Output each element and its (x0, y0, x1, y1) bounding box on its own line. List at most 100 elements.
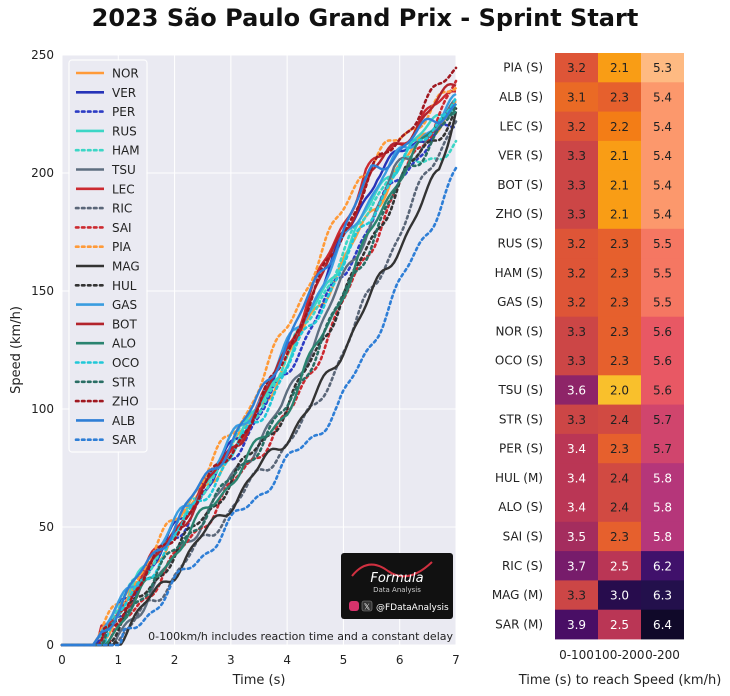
heatmap-cell-value: 3.4 (567, 442, 586, 456)
heatmap-cell-value: 3.3 (567, 178, 586, 192)
heatmap-cell (598, 287, 641, 318)
heatmap-cell (555, 199, 598, 230)
heatmap-cell (598, 346, 641, 376)
heatmap-cell (641, 111, 684, 142)
heatmap-cell (641, 228, 684, 259)
legend-entry: HUL (112, 279, 137, 293)
heatmap-row-label: OCO (S) (495, 354, 543, 368)
heatmap-cell-value: 5.7 (653, 442, 672, 456)
heatmap-cell-value: 5.8 (653, 501, 672, 515)
heatmap-cell (598, 53, 641, 83)
heatmap-cell (555, 287, 598, 318)
heatmap-cell-value: 5.6 (653, 354, 672, 368)
y-axis-label: Speed (km/h) (9, 306, 24, 394)
legend-entry: VER (112, 86, 136, 100)
heatmap-cell-value: 5.5 (653, 237, 672, 251)
heatmap-row-label: VER (S) (498, 149, 543, 163)
heatmap-cell-value: 5.6 (653, 383, 672, 397)
legend-entry: ALB (112, 414, 135, 428)
heatmap-cell-value: 2.1 (610, 149, 629, 163)
series-line-oco (60, 95, 458, 647)
heatmap-row-label: PER (S) (499, 442, 543, 456)
heatmap-cell-value: 3.3 (567, 208, 586, 222)
heatmap-cell-value: 5.4 (653, 90, 672, 104)
heatmap-cell-value: 5.8 (653, 471, 672, 485)
legend-entry: STR (112, 375, 135, 389)
legend-entry: BOT (112, 317, 137, 331)
heatmap-row-label: BOT (S) (497, 178, 543, 192)
legend-entry: SAR (112, 433, 136, 447)
legend-entry: OCO (112, 356, 139, 370)
x-tick-label: 2 (171, 653, 179, 667)
heatmap-cell-value: 3.3 (567, 413, 586, 427)
heatmap-cell (555, 316, 598, 347)
legend-entry: HAM (112, 144, 140, 158)
heatmap-cell-value: 3.2 (567, 120, 586, 134)
heatmap-cell (555, 346, 598, 376)
heatmap-cell-value: 5.4 (653, 208, 672, 222)
series-line-alb (62, 102, 457, 647)
heatmap-row-label: MAG (M) (492, 588, 543, 602)
heatmap-cell-value: 3.6 (567, 383, 586, 397)
heatmap-cell (598, 433, 641, 464)
heatmap-cell-value: 6.3 (653, 589, 672, 603)
legend-entry: ZHO (112, 395, 139, 409)
heatmap-cell (641, 463, 684, 493)
heatmap-cell (555, 82, 598, 112)
heatmap-cell (598, 551, 641, 581)
heatmap-cell-value: 3.1 (567, 90, 586, 104)
heatmap-row-label: ALO (S) (498, 500, 543, 514)
heatmap-cell (598, 463, 641, 493)
heatmap-cell-value: 2.3 (610, 325, 629, 339)
heatmap-cell-value: 2.3 (610, 296, 629, 310)
legend-entry: LEC (112, 182, 135, 196)
heatmap-cell-value: 2.0 (610, 383, 629, 397)
heatmap-cell (555, 551, 598, 581)
heatmap-cell (598, 609, 641, 640)
x-tick-label: 4 (283, 653, 291, 667)
y-tick-label: 250 (31, 48, 54, 62)
heatmap-row-label: NOR (S) (495, 324, 543, 338)
series-line-str (60, 104, 458, 647)
logo-handle: @FDataAnalysis (376, 603, 449, 613)
chart-title: 2023 São Paulo Grand Prix - Sprint Start (91, 4, 639, 32)
heatmap-column-label: 100-200 (594, 648, 644, 662)
y-tick-label: 0 (46, 638, 54, 652)
heatmap-cell (641, 375, 684, 405)
legend-entry: TSU (111, 163, 136, 177)
heatmap-row-label: STR (S) (499, 412, 543, 426)
heatmap-cell-value: 5.3 (653, 61, 672, 75)
heatmap-cell (641, 404, 684, 435)
heatmap-cell-value: 3.7 (567, 559, 586, 573)
heatmap-cell (641, 492, 684, 523)
legend-entry: PER (112, 105, 135, 119)
chart-note: 0-100km/h includes reaction time and a c… (148, 630, 453, 643)
heatmap-cell (555, 609, 598, 640)
heatmap-row-label: TSU (S) (497, 383, 543, 397)
chart-legend: NOR VER PER RUS HAM TSU LEC RIC SAI PIA MAG HUL GAS B… (68, 59, 148, 453)
heatmap-cell (555, 228, 598, 259)
heatmap-cell (555, 53, 598, 83)
heatmap-cell (598, 82, 641, 112)
heatmap-cell (598, 170, 641, 200)
heatmap-cell (555, 580, 598, 611)
heatmap-row-label: ZHO (S) (496, 207, 543, 221)
heatmap-cell-value: 3.3 (567, 589, 586, 603)
heatmap-cell-value: 3.2 (567, 61, 586, 75)
heatmap-column-label: 0-100 (559, 648, 594, 662)
heatmap-cell-value: 5.4 (653, 149, 672, 163)
heatmap-cell-value: 3.3 (567, 354, 586, 368)
heatmap-row-label: RIC (S) (502, 559, 543, 573)
heatmap-cell-value: 2.1 (610, 208, 629, 222)
heatmap-cell (598, 492, 641, 523)
heatmap-cell (641, 53, 684, 83)
logo-name: Formula (370, 571, 423, 586)
heatmap-row-label: GAS (S) (497, 295, 543, 309)
legend-entry: RIC (112, 202, 132, 216)
heatmap-cell (555, 463, 598, 493)
logo-subtitle: Data Analysis (373, 586, 421, 594)
heatmap-cell-value: 2.3 (610, 354, 629, 368)
heatmap-cell-value: 6.4 (653, 618, 672, 632)
heatmap-cell (555, 492, 598, 523)
legend-entry: ALO (112, 337, 136, 351)
